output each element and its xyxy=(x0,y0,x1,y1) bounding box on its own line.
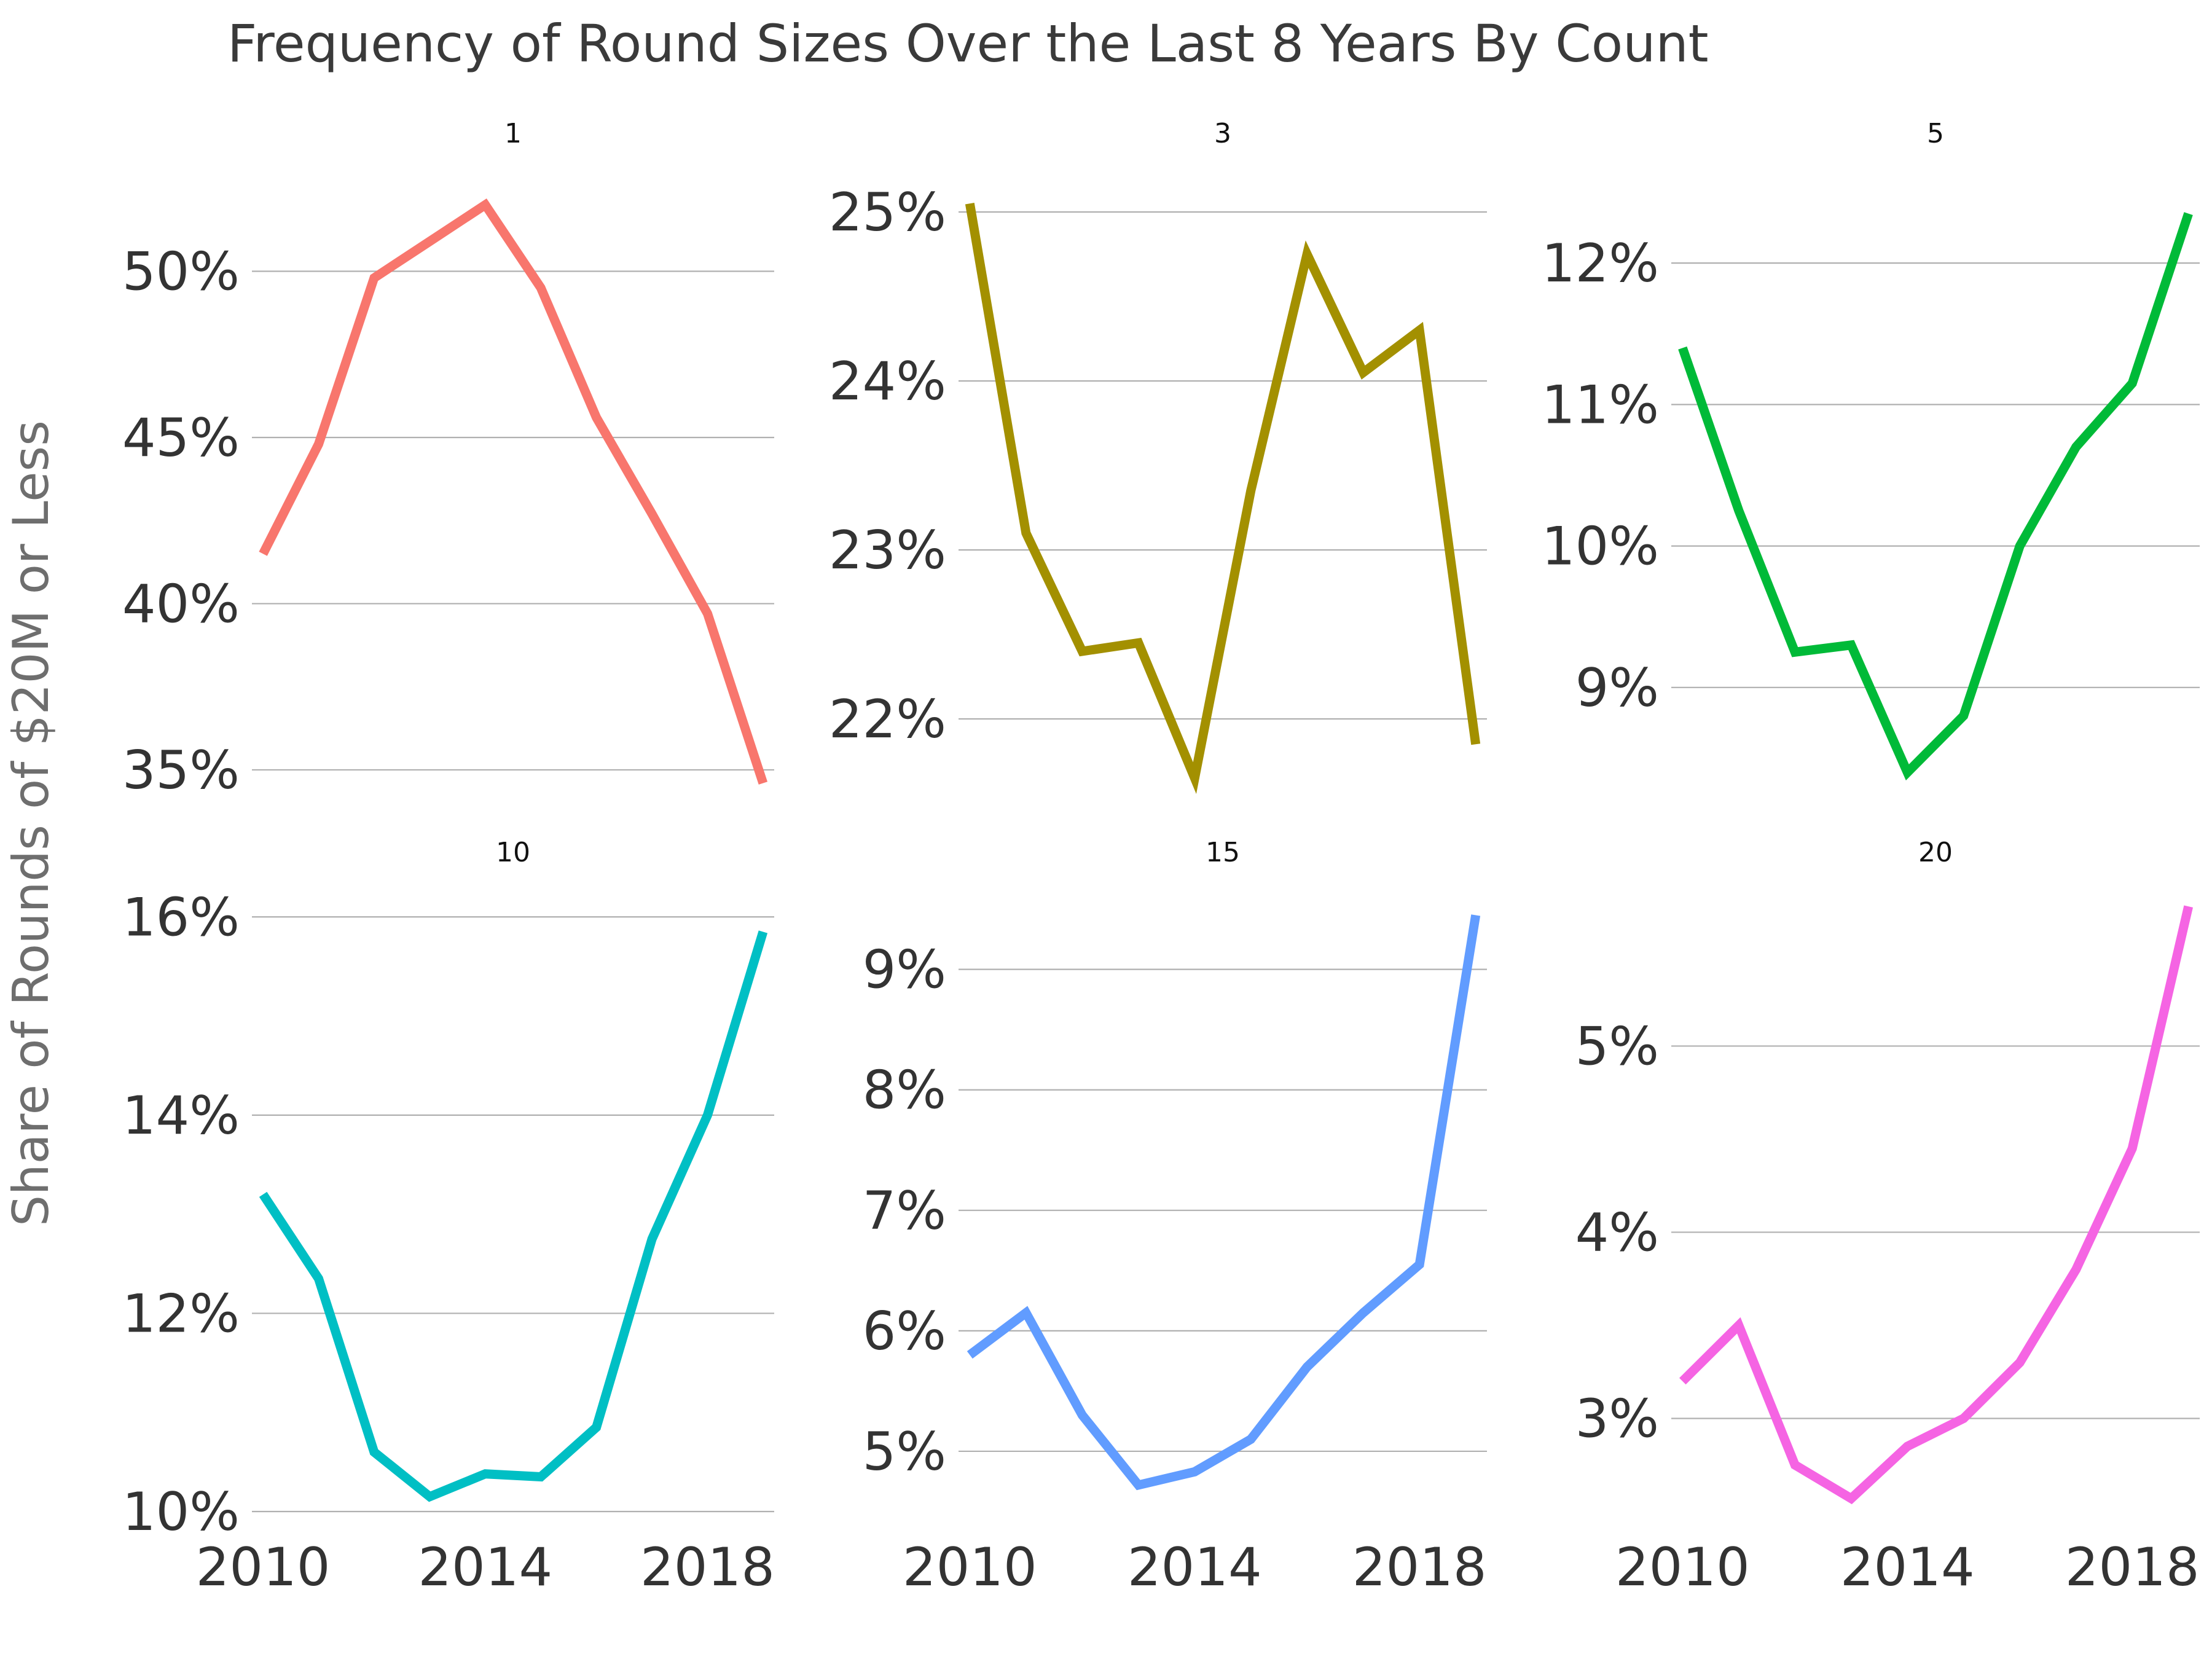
y-tick-label: 9% xyxy=(1575,657,1659,719)
facet-panel-15: 15 5% 6% 7% 8% 9% 2010 2014 2018 xyxy=(863,837,1487,1598)
chart-title: Frequency of Round Sizes Over the Last 8… xyxy=(227,14,1709,74)
x-tick-label: 2018 xyxy=(2065,1537,2200,1598)
y-tick-label: 16% xyxy=(122,887,240,948)
y-tick-label: 4% xyxy=(1575,1202,1659,1263)
y-tick-label: 25% xyxy=(829,182,946,243)
y-tick-label: 6% xyxy=(863,1301,946,1362)
x-tick-label: 2010 xyxy=(903,1537,1037,1598)
y-tick-label: 7% xyxy=(863,1180,946,1242)
y-tick-label: 3% xyxy=(1575,1388,1659,1449)
y-tick-label: 10% xyxy=(122,1481,240,1543)
y-tick-label: 5% xyxy=(1575,1016,1659,1077)
facet-panel-1: 1 35% 40% 45% 50% xyxy=(122,118,774,801)
y-axis-label: Share of Rounds of $20M or Less xyxy=(2,420,60,1226)
x-tick-label: 2014 xyxy=(418,1537,552,1598)
panel-title: 15 xyxy=(1206,837,1240,868)
y-tick-label: 45% xyxy=(122,407,240,469)
x-tick-label: 2010 xyxy=(1615,1537,1750,1598)
panel-title: 3 xyxy=(1214,118,1231,149)
facet-panel-5: 5 9% 10% 11% 12% xyxy=(1542,118,2200,781)
x-tick-label: 2014 xyxy=(1128,1537,1262,1598)
y-tick-label: 12% xyxy=(1542,233,1659,294)
y-tick-label: 24% xyxy=(829,351,946,412)
x-tick-label: 2010 xyxy=(196,1537,331,1598)
x-tick-label: 2018 xyxy=(640,1537,775,1598)
y-tick-label: 50% xyxy=(122,241,240,302)
y-tick-label: 12% xyxy=(122,1283,240,1344)
series-line-20 xyxy=(1679,905,2194,1505)
x-tick-label: 2018 xyxy=(1352,1537,1487,1598)
series-line-10 xyxy=(259,930,768,1502)
series-line-15 xyxy=(967,914,1481,1491)
panel-title: 5 xyxy=(1927,118,1944,149)
y-tick-label: 22% xyxy=(829,689,946,750)
y-tick-label: 23% xyxy=(829,520,946,581)
y-tick-label: 8% xyxy=(863,1060,946,1121)
y-tick-label: 9% xyxy=(863,939,946,1001)
y-tick-label: 35% xyxy=(122,740,240,801)
y-tick-label: 11% xyxy=(1542,374,1659,436)
facet-panel-3: 3 22% 23% 24% 25% xyxy=(829,118,1487,794)
facet-panel-20: 20 3% 4% 5% 2010 2014 2018 xyxy=(1575,837,2200,1598)
y-tick-label: 5% xyxy=(863,1421,946,1483)
x-tick-label: 2014 xyxy=(1840,1537,1975,1598)
series-line-1 xyxy=(259,198,768,785)
y-tick-label: 40% xyxy=(122,573,240,635)
panel-title: 10 xyxy=(496,837,530,868)
y-tick-label: 14% xyxy=(122,1085,240,1147)
y-tick-label: 10% xyxy=(1542,516,1659,578)
series-line-5 xyxy=(1678,212,2193,781)
panel-title: 1 xyxy=(504,118,522,149)
facet-panel-10: 10 10% 12% 14% 16% 2010 2014 2018 xyxy=(122,837,775,1598)
series-line-3 xyxy=(965,202,1481,794)
panel-title: 20 xyxy=(1918,837,1953,868)
facet-panels: 135%40%45%50%322%23%24%25%59%10%11%12%10… xyxy=(122,118,2200,1598)
